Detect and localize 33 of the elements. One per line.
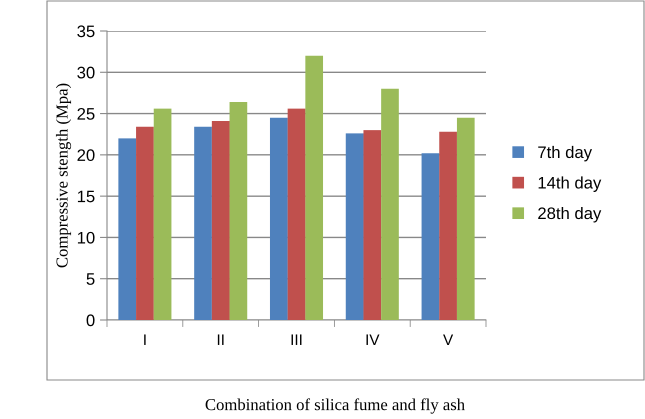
bar — [346, 133, 364, 320]
y-tick-label: 35 — [77, 25, 94, 38]
x-tick-label: I — [144, 334, 146, 345]
bar — [136, 126, 154, 320]
y-tick-label: 10 — [78, 232, 95, 244]
x-tick-label: III — [292, 334, 302, 345]
legend-label: 14th day — [538, 176, 602, 192]
y-tick-label: 25 — [77, 108, 94, 120]
legend-label: 28th day — [538, 206, 602, 222]
y-tick-label: 5 — [86, 273, 94, 285]
y-tick-label: 20 — [77, 149, 95, 162]
x-tick-label: IV — [366, 334, 380, 345]
y-tick-label: 30 — [77, 66, 95, 78]
x-tick-label: V — [443, 334, 454, 345]
bar — [422, 153, 440, 320]
y-tick-label: 15 — [78, 190, 94, 202]
bar — [305, 56, 324, 320]
bar — [439, 132, 457, 320]
bar — [363, 130, 382, 320]
bar — [288, 108, 306, 320]
y-tick-label: 0 — [86, 314, 95, 326]
legend-label: 7th day — [538, 146, 592, 162]
y-axis-title: Compressive stength (Mpa) — [56, 84, 72, 268]
bar — [230, 102, 248, 320]
bar — [154, 108, 172, 320]
bar — [270, 118, 288, 320]
bar — [381, 88, 399, 320]
bar — [194, 126, 212, 320]
bar — [118, 138, 136, 320]
bar — [456, 118, 475, 320]
bar — [212, 121, 230, 320]
x-tick-label: II — [218, 334, 224, 345]
x-axis-title: Combination of silica fume and fly ash — [206, 398, 465, 414]
